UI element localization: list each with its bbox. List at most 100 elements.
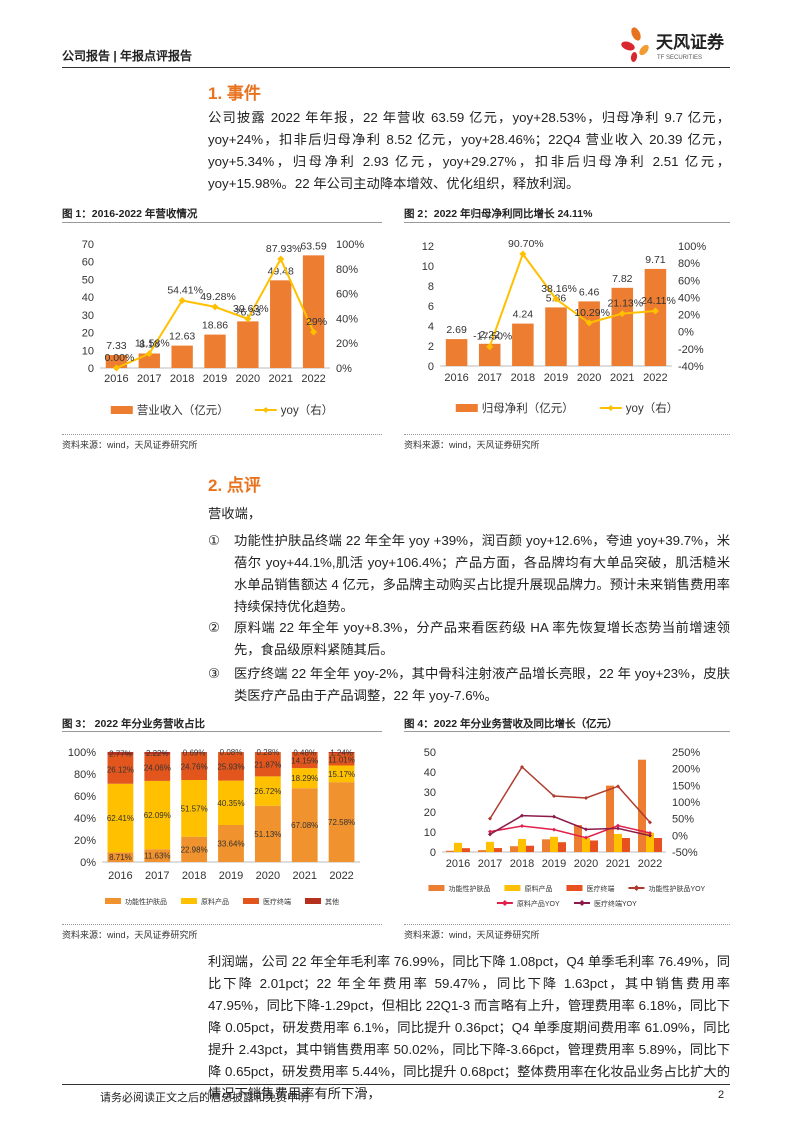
legend-swatch	[181, 898, 197, 904]
chart: 0% 20% 40% 60% 80% 100% 2016 2017 2018 2019 2020 20…	[68, 747, 360, 906]
paragraph: 利润端，公司 22 年全年毛利率 76.99%，同比下降 1.08pct，Q4 …	[208, 954, 730, 1101]
data-label: 54.41%	[167, 285, 203, 297]
y2-tick-label: 0%	[672, 830, 688, 842]
legend-item: 原料产品YOY	[496, 899, 560, 908]
line-point	[616, 823, 620, 828]
data-label: 7.33	[106, 340, 127, 352]
x-tick-label: 2018	[511, 372, 535, 384]
source: 资料来源：wind，天风证券研究所	[62, 440, 198, 450]
bar-segment	[328, 782, 355, 862]
bar-segment	[254, 752, 281, 777]
legend-item: 功能性护肤品	[428, 884, 490, 893]
footer-rule	[62, 1084, 730, 1085]
bar-segment	[181, 779, 208, 837]
item-marker: ①	[208, 533, 220, 548]
y-tick-label: 6	[428, 301, 434, 313]
legend-swatch	[428, 885, 445, 891]
y-tick-label: 10	[424, 827, 436, 839]
legend-label: yoy（右）	[281, 403, 333, 417]
bar	[582, 837, 590, 852]
x-tick-label: 2020	[256, 870, 280, 882]
line-point	[178, 297, 186, 305]
bar	[574, 825, 582, 852]
bar	[611, 287, 634, 366]
y-tick-label: 100%	[68, 747, 96, 759]
x-tick-label: 2016	[444, 372, 468, 384]
bar-segment	[254, 805, 281, 862]
rule	[62, 924, 382, 925]
legend-item: 其他	[305, 897, 339, 906]
y-tick-label: 0	[430, 847, 436, 859]
x-tick-label: 2021	[606, 858, 630, 870]
x-tick-label: 2017	[137, 373, 161, 385]
item-text: 医疗终端 22 年全年 yoy-2%，其中骨科注射液产品增长亮眼，22 年 yo…	[234, 666, 730, 703]
page-number: 2	[718, 1089, 725, 1101]
bar	[590, 840, 598, 852]
x-tick-label: 2016	[104, 373, 128, 385]
line-point	[310, 328, 318, 336]
legend-label: 功能性护肤品	[125, 897, 167, 906]
line-point	[648, 820, 652, 825]
bar-segment	[254, 776, 281, 806]
y2-tick-label: 20%	[336, 338, 358, 350]
data-label: 8.71%	[109, 853, 132, 862]
data-label: 7.82	[612, 273, 633, 285]
line-point	[618, 310, 626, 318]
x-tick-label: 2016	[446, 858, 470, 870]
bar-segment	[181, 836, 208, 862]
data-label: 67.08%	[291, 821, 318, 830]
list-item: ① 功能性护肤品终端 22 年全年 yoy +39%，润百颜 yoy+12.6%，…	[208, 530, 730, 618]
y-tick-label: 20	[82, 328, 94, 340]
line-point	[616, 826, 620, 831]
y2-tick-label: 60%	[336, 289, 358, 301]
y-tick-label: 2	[428, 341, 434, 353]
data-label: 21.87%	[254, 760, 281, 769]
data-label: 26.72%	[254, 787, 281, 796]
data-label: 72.58%	[328, 818, 355, 827]
data-label: 0.69%	[183, 748, 206, 757]
bar	[454, 842, 462, 852]
data-label: 9.71	[645, 254, 666, 266]
line-point	[552, 794, 556, 798]
x-tick-label: 2018	[170, 373, 194, 385]
legend-label: 原料产品YOY	[517, 899, 560, 908]
y2-tick-label: 200%	[672, 764, 700, 776]
bar	[542, 839, 550, 852]
bar	[558, 842, 566, 852]
rule	[62, 731, 382, 732]
legend-label: 归母净利（亿元）	[482, 401, 574, 415]
line-point	[488, 816, 492, 821]
legend-swatch	[633, 885, 640, 891]
data-label: 25.93%	[217, 762, 244, 771]
bar	[270, 280, 292, 368]
x-tick-label: 2021	[268, 373, 292, 385]
line-point	[616, 784, 620, 789]
x-tick-label: 2019	[203, 373, 227, 385]
data-label: 51.57%	[181, 804, 208, 813]
legend-swatch	[501, 900, 508, 906]
y-tick-label: 80%	[74, 769, 96, 781]
legend-swatch	[455, 404, 478, 412]
legend-label: 原料产品	[524, 884, 552, 893]
bar	[462, 848, 470, 852]
bar	[512, 323, 534, 366]
legend-label: 医疗终端	[263, 897, 291, 906]
bar-segment	[181, 752, 208, 780]
figure-caption: 图 4：2022 年分业务营收及同比增长（亿元）	[404, 718, 618, 730]
bar-segment	[107, 783, 134, 853]
bar	[510, 846, 518, 852]
y-tick-label: 40	[424, 767, 436, 779]
y-tick-label: 60	[82, 257, 94, 269]
data-label: 40.35%	[217, 799, 244, 808]
data-label: 51.13%	[254, 830, 281, 839]
data-label: 24.11%	[641, 295, 676, 307]
y-tick-label: 30	[424, 787, 436, 799]
line-point	[112, 364, 120, 372]
data-label: 0.48%	[293, 748, 316, 757]
line-point	[519, 250, 527, 258]
y-tick-label: 50	[424, 747, 436, 759]
legend-item: yoy（右）	[599, 401, 678, 415]
line-point	[211, 303, 219, 311]
data-label: 90.70%	[508, 238, 544, 250]
legend-item: 营业收入（亿元）	[110, 403, 229, 417]
